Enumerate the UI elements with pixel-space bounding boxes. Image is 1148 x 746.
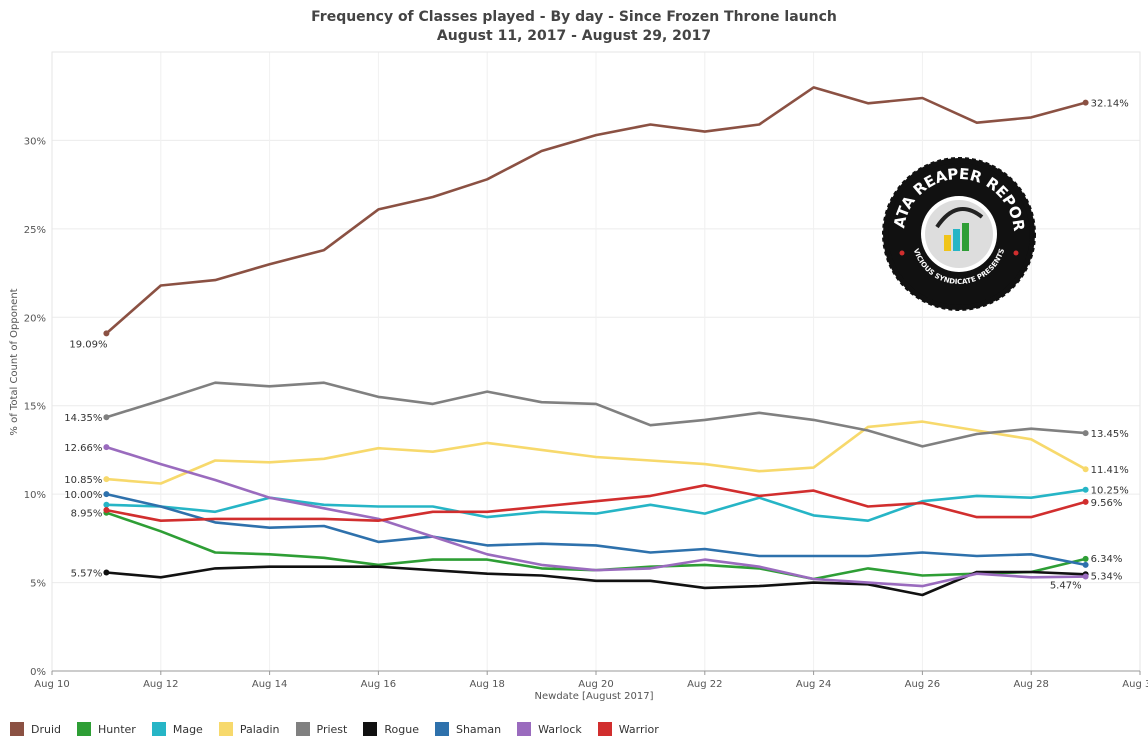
chart-subtitle: August 11, 2017 - August 29, 2017	[436, 28, 712, 44]
y-tick-label: 15%	[24, 402, 46, 413]
legend-swatch-druid	[10, 722, 24, 736]
legend-label-paladin: Paladin	[239, 722, 280, 736]
legend-item-rogue: Rogue	[363, 722, 419, 736]
end-point-warrior	[1082, 498, 1089, 505]
y-tick-label: 30%	[24, 136, 46, 147]
legend-label-druid: Druid	[31, 722, 62, 736]
start-label-druid: 19.09%	[69, 339, 107, 350]
start-point-warrior	[103, 507, 110, 514]
x-tick-label: Aug 12	[143, 679, 178, 690]
data-reaper-logo: DATA REAPER REPORT VICIOUS SYNDICATE PRE…	[876, 143, 1036, 311]
x-tick-label: Aug 20	[578, 679, 613, 690]
end-label-hunter: 6.34%	[1091, 554, 1123, 565]
end-label-paladin: 11.41%	[1091, 465, 1129, 476]
legend-label-mage: Mage	[172, 722, 203, 736]
legend-swatch-mage	[151, 722, 166, 736]
series-lines	[103, 86, 1089, 597]
x-tick-label: Aug 10	[34, 679, 69, 690]
end-label-warlock: 5.34%	[1091, 572, 1123, 583]
start-label-shaman: 10.00%	[64, 490, 102, 501]
end-point-shaman	[1082, 561, 1089, 568]
x-tick-label: Aug 26	[905, 679, 940, 690]
start-label-hunter: 8.95%	[71, 509, 103, 520]
x-tick-label: Aug 18	[469, 679, 504, 690]
legend-swatch-priest	[295, 722, 310, 736]
legend-swatch-warrior	[597, 722, 612, 736]
line-chart: 0% 5% 10% 15% 20% 25% 30% Aug 10 Aug 12 Aug 14 Aug…	[9, 51, 1148, 702]
start-point-mage	[103, 501, 110, 508]
series-line-druid	[105, 86, 1086, 335]
legend-item-paladin: Paladin	[218, 722, 280, 736]
end-label-druid: 32.14%	[1091, 99, 1129, 110]
legend-item-shaman: Shaman	[434, 722, 502, 736]
legend-swatch-rogue	[363, 722, 378, 736]
start-point-shaman	[103, 491, 110, 498]
start-point-warlock	[103, 444, 110, 451]
end-label-warrior: 9.56%	[1091, 498, 1123, 509]
start-label-paladin: 10.85%	[64, 475, 102, 486]
y-tick-label: 10%	[24, 490, 46, 501]
legend-label-priest: Priest	[316, 722, 348, 736]
end-point-druid	[1082, 99, 1089, 106]
start-point-priest	[103, 414, 110, 421]
start-point-paladin	[103, 476, 110, 483]
chart-title-block: Frequency of Classes played - By day - S…	[0, 8, 1148, 46]
gridlines	[51, 52, 1141, 672]
x-tick-label: Aug 30	[1122, 679, 1148, 690]
series-labels: 19.09% 32.14% 8.95% 6.34% 10.25% 10.85% 11.41%…	[64, 99, 1128, 592]
y-tick-label: 20%	[24, 313, 46, 324]
series-line-rogue	[106, 565, 1086, 597]
legend-item-warrior: Warrior	[597, 722, 659, 736]
x-tick-label: Aug 14	[252, 679, 287, 690]
x-tick-label: Aug 16	[361, 679, 396, 690]
legend-swatch-shaman	[434, 722, 449, 736]
legend-item-druid: Druid	[10, 722, 61, 736]
legend-label-shaman: Shaman	[455, 722, 502, 736]
start-point-rogue	[103, 569, 110, 576]
x-tick-label: Aug 28	[1013, 679, 1048, 690]
legend-item-priest: Priest	[295, 722, 348, 736]
y-tick-label: 0%	[30, 667, 46, 678]
legend: Druid Hunter Mage Paladin Priest Rogue Shaman W…	[10, 719, 675, 739]
end-point-hunter	[1082, 555, 1089, 562]
end-label-mage: 10.25%	[1091, 486, 1129, 497]
end-label-priest: 13.45%	[1091, 429, 1129, 440]
start-label-rogue: 5.57%	[71, 568, 103, 579]
legend-label-rogue: Rogue	[384, 722, 419, 736]
chart-title: Frequency of Classes played - By day - S…	[311, 9, 837, 25]
series-line-warrior	[106, 483, 1086, 523]
series-line-priest	[106, 381, 1086, 448]
legend-item-hunter: Hunter	[77, 722, 136, 736]
axes	[51, 51, 1141, 675]
x-tick-label: Aug 24	[796, 679, 831, 690]
series-line-paladin	[106, 420, 1087, 485]
series-line-warlock	[106, 445, 1086, 588]
legend-item-warlock: Warlock	[517, 722, 582, 736]
legend-swatch-warlock	[517, 722, 532, 736]
end-point-mage	[1082, 486, 1089, 493]
legend-swatch-paladin	[218, 722, 233, 736]
y-tick-label: 5%	[30, 579, 46, 590]
start-label-warlock: 12.66%	[64, 443, 102, 454]
start-point-druid	[103, 330, 110, 337]
end-point-priest	[1082, 430, 1089, 437]
series-line-shaman	[106, 492, 1086, 567]
tick-labels: 0% 5% 10% 15% 20% 25% 30% Aug 10 Aug 12 Aug 14 Aug…	[24, 136, 1148, 690]
start-label-priest: 14.35%	[64, 413, 102, 424]
end-point-paladin	[1082, 466, 1089, 473]
end-point-warlock	[1082, 573, 1089, 580]
x-axis-label: Newdate [August 2017]	[535, 691, 654, 702]
legend-swatch-hunter	[77, 722, 92, 736]
legend-label-warrior: Warrior	[618, 722, 659, 736]
y-tick-label: 25%	[24, 225, 46, 236]
legend-label-warlock: Warlock	[538, 722, 582, 736]
legend-item-mage: Mage	[151, 722, 203, 736]
x-tick-label: Aug 22	[687, 679, 722, 690]
legend-label-hunter: Hunter	[98, 722, 136, 736]
end-label-rogue: 5.47%	[1050, 580, 1082, 591]
y-axis-label: % of Total Count of Opponent	[9, 288, 20, 435]
